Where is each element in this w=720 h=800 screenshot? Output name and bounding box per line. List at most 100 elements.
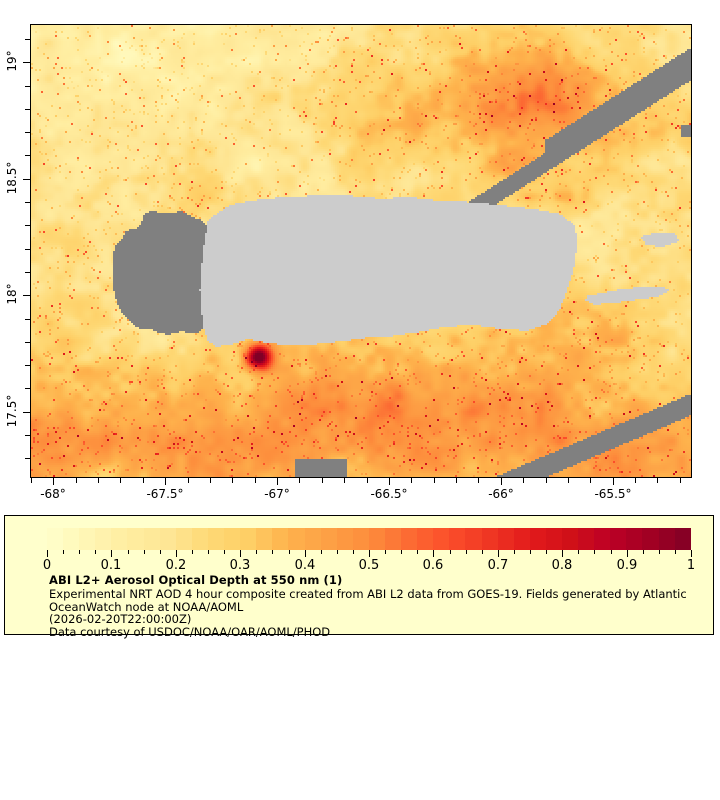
colorbar-block (545, 528, 562, 550)
colorbar-tick (401, 550, 402, 554)
colorbar-block (384, 528, 402, 550)
colorbar-block (47, 528, 64, 550)
x-axis-tick (188, 478, 189, 483)
colorbar[interactable] (47, 528, 691, 550)
y-axis-tick (25, 155, 30, 156)
colorbar-tick (530, 550, 531, 554)
map-plot-area[interactable] (30, 24, 692, 478)
colorbar-tick (79, 550, 80, 554)
colorbar-tick-label: 0.2 (165, 558, 187, 573)
x-axis-label: -65.5° (594, 487, 632, 501)
colorbar-block (594, 528, 611, 550)
x-axis-tick (546, 478, 547, 483)
colorbar-tick (417, 550, 418, 554)
colorbar-block (127, 528, 144, 550)
x-axis-tick (657, 478, 658, 483)
colorbar-tick (514, 550, 515, 554)
colorbar-tick-label: 0.5 (358, 558, 380, 573)
colorbar-block (433, 528, 450, 550)
colorbar-tick (353, 550, 354, 554)
x-axis-tick (456, 478, 457, 483)
colorbar-tick (176, 550, 177, 557)
x-axis-label: -66° (488, 487, 514, 501)
colorbar-block (417, 528, 434, 550)
colorbar-block (465, 528, 482, 550)
x-axis-tick (277, 478, 278, 485)
y-axis-tick (25, 249, 30, 250)
colorbar-tick-label: 0.3 (229, 558, 251, 573)
colorbar-block (642, 528, 659, 550)
colorbar-tick-label: 0.7 (487, 558, 509, 573)
colorbar-gradient (47, 528, 691, 550)
colorbar-tick-label: 0.9 (616, 558, 638, 573)
colorbar-block (578, 528, 595, 550)
colorbar-block (529, 528, 546, 550)
x-axis-label: -67° (264, 487, 290, 501)
colorbar-ticks (47, 550, 692, 558)
x-axis-tick (523, 478, 524, 483)
x-axis-tick (680, 478, 681, 483)
legend-description-line-2: OceanWatch node at NOAA/AOML (49, 599, 244, 614)
y-axis-tick (23, 179, 30, 180)
colorbar-tick-label: 0.6 (422, 558, 444, 573)
y-axis-tick (25, 458, 30, 459)
colorbar-block (191, 528, 208, 550)
colorbar-block (626, 528, 643, 550)
x-axis-tick (322, 478, 323, 483)
colorbar-tick (321, 550, 322, 554)
colorbar-block (143, 528, 160, 550)
colorbar-tick (546, 550, 547, 554)
y-axis-tick (25, 365, 30, 366)
colorbar-block (240, 528, 257, 550)
x-axis-tick (165, 478, 166, 485)
colorbar-tick (659, 550, 660, 554)
colorbar-block (224, 528, 241, 550)
x-axis-tick (501, 478, 502, 485)
y-axis-tick (25, 86, 30, 87)
x-axis-tick (568, 478, 569, 483)
colorbar-tick (369, 550, 370, 557)
colorbar-block (159, 528, 176, 550)
colorbar-block (63, 528, 80, 550)
y-axis-tick (25, 342, 30, 343)
colorbar-tick-label: 0.8 (551, 558, 573, 573)
colorbar-tick (305, 550, 306, 557)
legend-courtesy: Data courtesy of USDOC/NOAA/OAR/AOML/PHO… (49, 624, 331, 639)
x-axis-label: -67.5° (146, 487, 184, 501)
colorbar-block (513, 528, 530, 550)
colorbar-tick (643, 550, 644, 554)
x-axis-tick (232, 478, 233, 483)
y-axis-label: 17.5° (5, 394, 19, 428)
x-axis-tick (210, 478, 211, 483)
legend-title: ABI L2+ Aerosol Optical Depth at 550 nm … (49, 573, 343, 587)
y-axis-tick (23, 62, 30, 63)
legend-caption: ABI L2+ Aerosol Optical Depth at 550 nm … (49, 574, 699, 638)
colorbar-block (449, 528, 466, 550)
x-axis-tick (434, 478, 435, 483)
x-axis-tick (255, 478, 256, 483)
colorbar-tick (482, 550, 483, 554)
colorbar-tick (691, 550, 692, 557)
colorbar-tick-labels: 0 0.1 0.2 0.3 0.4 0.5 0.6 0.7 0.8 0.9 1 (43, 558, 695, 574)
x-axis-tick (590, 478, 591, 483)
x-axis-tick (344, 478, 345, 483)
x-axis-tick (478, 478, 479, 483)
colorbar-tick-label: 0 (42, 558, 52, 573)
colorbar-block (111, 528, 128, 550)
colorbar-tick (272, 550, 273, 554)
colorbar-tick (240, 550, 241, 557)
colorbar-block (674, 528, 691, 550)
x-axis-tick (53, 478, 54, 485)
y-axis-tick (25, 109, 30, 110)
colorbar-tick (594, 550, 595, 554)
x-axis-tick (411, 478, 412, 483)
colorbar-tick (224, 550, 225, 554)
colorbar-tick (611, 550, 612, 554)
colorbar-block (95, 528, 112, 550)
colorbar-tick (498, 550, 499, 557)
aod-raster-layer (31, 25, 691, 477)
colorbar-block (352, 528, 369, 550)
colorbar-block (562, 528, 579, 550)
colorbar-tick (256, 550, 257, 554)
colorbar-block (658, 528, 675, 550)
